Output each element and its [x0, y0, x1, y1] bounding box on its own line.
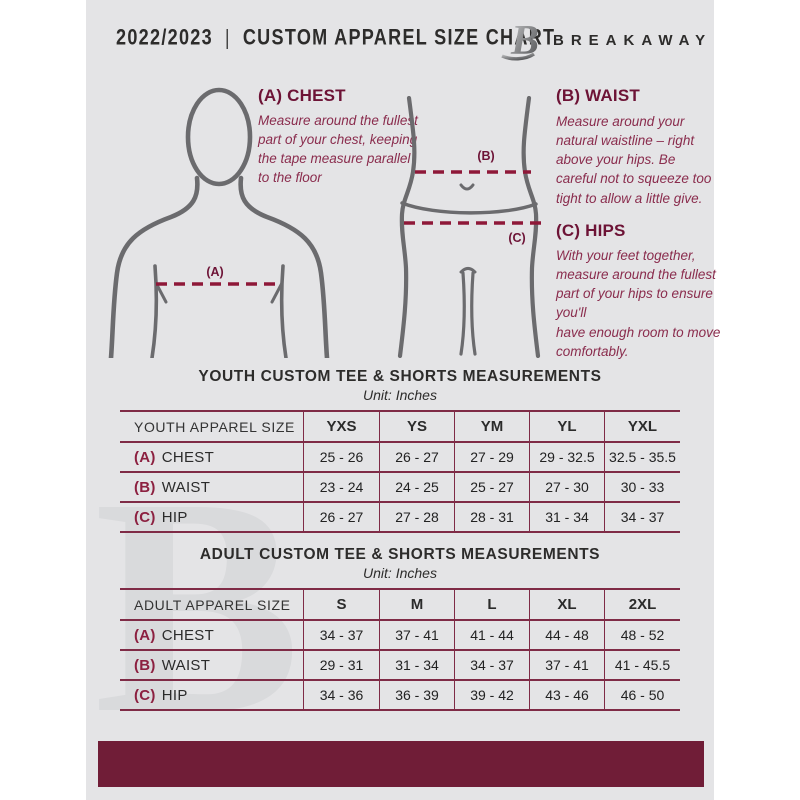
chest-measure-label: (A) [206, 265, 223, 279]
column-header: YL [529, 410, 604, 443]
table-cell: 34 - 37 [454, 651, 529, 681]
table-cell: 37 - 41 [379, 621, 454, 651]
column-header: S [303, 588, 379, 621]
season-label: 2022/2023 [116, 26, 213, 50]
table-cell: 25 - 27 [454, 473, 529, 503]
document-title: 2022/2023 | CUSTOM APPAREL SIZE CHART [116, 26, 555, 51]
table-cell: 46 - 50 [604, 681, 680, 711]
figure-right-armpit-fork [270, 281, 284, 304]
column-header: L [454, 588, 529, 621]
row-prefix: (B) [134, 478, 156, 496]
row-label: (A) CHEST [120, 621, 303, 651]
upper-body-diagram: (A) [108, 87, 330, 358]
brand-wordmark: BREAKAWAY [553, 31, 713, 49]
table-cell: 34 - 37 [604, 503, 680, 533]
table-cell: 29 - 31 [303, 651, 379, 681]
column-header: M [379, 588, 454, 621]
table-cell: 28 - 31 [454, 503, 529, 533]
table-cell: 24 - 25 [379, 473, 454, 503]
row-prefix: (A) [134, 626, 156, 644]
table-cell: 37 - 41 [529, 651, 604, 681]
logo-letter: B [510, 18, 539, 64]
table-cell: 23 - 24 [303, 473, 379, 503]
adult-table-title: ADULT CUSTOM TEE & SHORTS MEASUREMENTS [199, 546, 601, 563]
table-cell: 39 - 42 [454, 681, 529, 711]
table-cell: 26 - 27 [303, 503, 379, 533]
column-header: 2XL [604, 588, 680, 621]
waist-section-heading: (B) WAIST [556, 86, 640, 105]
title-separator: | [225, 27, 231, 50]
row-label: (C) HIP [120, 681, 303, 711]
table-cell: 27 - 30 [529, 473, 604, 503]
figure-navel [459, 183, 475, 191]
table-cell: 34 - 36 [303, 681, 379, 711]
table-cell: 32.5 - 35.5 [604, 443, 680, 473]
table-cell: 41 - 45.5 [604, 651, 680, 681]
column-header: XL [529, 588, 604, 621]
hips-section-body: With your feet together, measure around … [556, 248, 721, 359]
figure-right-shoulder-arm [238, 175, 330, 358]
table-cell: 48 - 52 [604, 621, 680, 651]
figure-left-inner-arm [150, 264, 159, 358]
figure-inseam-top [459, 267, 477, 274]
table-cell: 25 - 26 [303, 443, 379, 473]
table-cell: 29 - 32.5 [529, 443, 604, 473]
page-title: CUSTOM APPAREL SIZE CHART [242, 26, 556, 50]
youth-size-table: YOUTH APPAREL SIZE YXS YS YM YL YXL (A) C… [120, 410, 680, 533]
row-prefix: (C) [134, 686, 156, 704]
youth-size-header: YOUTH APPAREL SIZE [120, 410, 303, 443]
column-header: YXS [303, 410, 379, 443]
breakaway-logo-icon: B [501, 18, 539, 64]
adult-size-table: ADULT APPAREL SIZE S M L XL 2XL (A) CHEST… [120, 588, 680, 711]
table-cell: 27 - 28 [379, 503, 454, 533]
chest-section-body: Measure around the fullest part of your … [258, 113, 418, 186]
table-cell: 41 - 44 [454, 621, 529, 651]
row-label: (B) WAIST [120, 651, 303, 681]
row-label: (A) CHEST [120, 443, 303, 473]
chest-section-heading: (A) CHEST [258, 86, 346, 105]
figure-left-armpit-fork [154, 281, 168, 304]
table-cell: 27 - 29 [454, 443, 529, 473]
figure-right-outline [521, 96, 541, 358]
hips-section-heading: (C) HIPS [556, 221, 626, 240]
figure-right-inner-arm [279, 264, 288, 358]
figure-left-inseam [459, 271, 466, 356]
waist-measure-label: (B) [477, 149, 494, 163]
table-cell: 44 - 48 [529, 621, 604, 651]
figure-left-shoulder-arm [108, 175, 200, 358]
hips-measure-label: (C) [508, 231, 525, 245]
adult-table-unit: Unit: Inches [363, 565, 437, 581]
column-header: YXL [604, 410, 680, 443]
row-prefix: (A) [134, 448, 156, 466]
table-cell: 36 - 39 [379, 681, 454, 711]
table-cell: 26 - 27 [379, 443, 454, 473]
waist-section-body: Measure around your natural waistline – … [556, 114, 712, 206]
column-header: YS [379, 410, 454, 443]
figure-left-outline [397, 96, 417, 358]
row-prefix: (B) [134, 656, 156, 674]
figure-right-inseam [470, 271, 477, 356]
lower-body-diagram: (B) (C) [397, 96, 545, 358]
table-cell: 43 - 46 [529, 681, 604, 711]
adult-size-header: ADULT APPAREL SIZE [120, 588, 303, 621]
row-label: (C) HIP [120, 503, 303, 533]
brand-logo: B BREAKAWAY [501, 16, 712, 64]
youth-table-unit: Unit: Inches [363, 387, 437, 403]
footer-accent-bar [98, 741, 704, 787]
row-label: (B) WAIST [120, 473, 303, 503]
column-header: YM [454, 410, 529, 443]
youth-table-title: YOUTH CUSTOM TEE & SHORTS MEASUREMENTS [198, 368, 602, 385]
row-prefix: (C) [134, 508, 156, 526]
table-cell: 31 - 34 [529, 503, 604, 533]
figure-head [185, 87, 253, 187]
page-background: B 2022/2023 | CUSTOM APPAREL SIZE CHART … [86, 0, 720, 800]
table-cell: 30 - 33 [604, 473, 680, 503]
figure-hip-crease [400, 201, 538, 215]
table-cell: 31 - 34 [379, 651, 454, 681]
table-cell: 34 - 37 [303, 621, 379, 651]
